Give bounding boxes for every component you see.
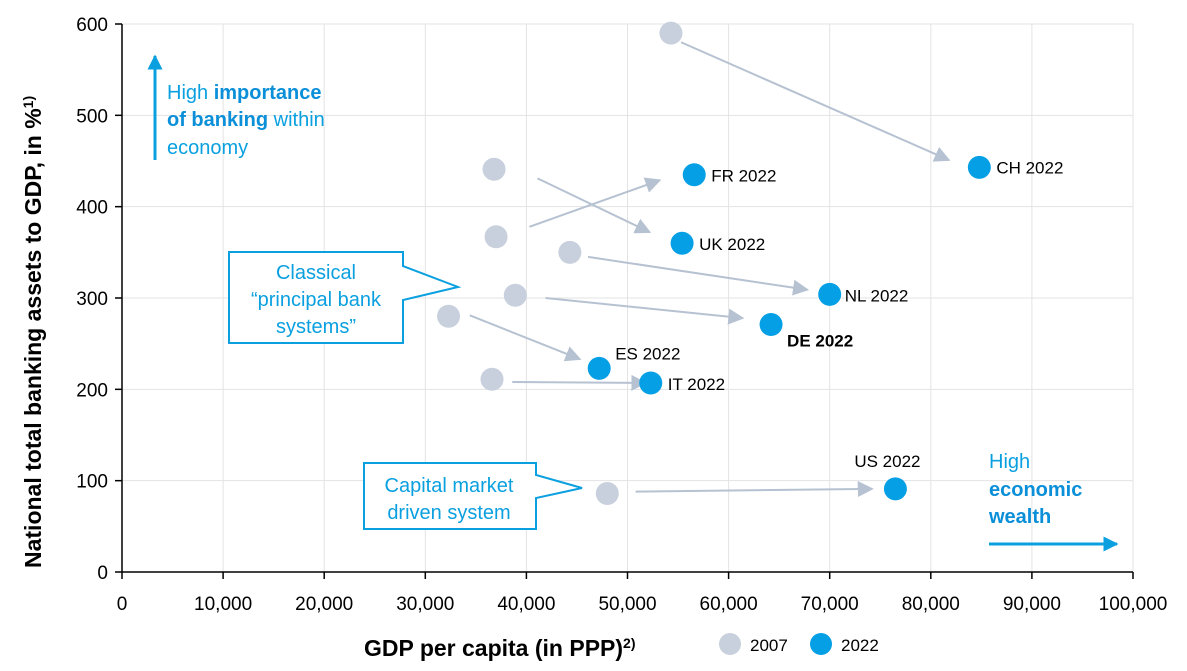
classical-callout: Classical “principal bank systems” (228, 251, 462, 344)
y-tick-label: 300 (76, 289, 108, 310)
change-arrow (680, 41, 951, 162)
legend-label-2022: 2022 (841, 636, 879, 655)
point-2007-uk (482, 157, 506, 181)
change-arrow (635, 481, 874, 498)
change-arrow (587, 255, 810, 296)
y-tick-label: 500 (76, 106, 108, 127)
wealth-line-3: wealth (988, 506, 1051, 528)
capital-market-callout: Capital market driven system (363, 462, 583, 530)
x-tick-label: 60,000 (700, 594, 758, 615)
change-arrows (469, 41, 951, 498)
x-tick-label: 30,000 (396, 594, 454, 615)
y-tick-label: 0 (97, 563, 108, 584)
legend-label-2007: 2007 (750, 636, 788, 655)
x-tick-label: 50,000 (598, 594, 656, 615)
point-label-de: DE 2022 (787, 331, 853, 350)
x-tick-label: 40,000 (497, 594, 555, 615)
x-tick-label: 80,000 (902, 594, 960, 615)
banking-importance-note: High importance of banking within econom… (147, 54, 325, 160)
points-2007 (437, 21, 683, 505)
change-arrow (512, 374, 648, 391)
capital-line-1: Capital market (385, 475, 514, 497)
x-tick-label: 90,000 (1003, 594, 1061, 615)
point-2007-fr (484, 225, 508, 249)
point-2007-it (480, 367, 504, 391)
point-2007-es (437, 304, 461, 328)
y-tick-label: 400 (76, 198, 108, 219)
banking-note-line-3: economy (167, 137, 248, 159)
legend-dot-2007 (719, 633, 741, 655)
point-label-uk: UK 2022 (699, 235, 765, 254)
point-2007-nl (558, 240, 582, 264)
x-tick-label: 100,000 (1099, 594, 1168, 615)
change-arrow (537, 177, 652, 234)
classical-line-3: systems” (276, 316, 356, 338)
economic-wealth-note: High economic wealth (988, 451, 1119, 552)
y-tick-label: 100 (76, 472, 108, 493)
point-2007-us (595, 481, 619, 505)
point-2007-de (503, 283, 527, 307)
point-2022-uk (670, 231, 694, 255)
point-2007-ch (659, 21, 683, 45)
point-label-fr: FR 2022 (711, 167, 776, 186)
wealth-line-2: economic (989, 479, 1082, 501)
legend-dot-2022 (810, 633, 832, 655)
point-2022-ch (967, 155, 991, 179)
grid-lines (122, 23, 1134, 572)
point-label-ch: CH 2022 (996, 158, 1063, 177)
point-2022-it (639, 371, 663, 395)
y-tick-label: 600 (76, 15, 108, 36)
point-label-es: ES 2022 (615, 344, 680, 363)
wealth-line-1: High (989, 451, 1030, 473)
change-arrow (529, 177, 662, 228)
y-tick-label: 200 (76, 380, 108, 401)
point-2022-fr (682, 163, 706, 187)
point-2022-es (587, 356, 611, 380)
x-tick-label: 20,000 (295, 594, 353, 615)
classical-line-2: “principal bank (251, 289, 382, 311)
banking-note-line-1: High importance (167, 82, 322, 104)
legend: 2007 2022 (719, 633, 879, 655)
points-2022 (587, 155, 991, 501)
change-arrow (469, 314, 582, 362)
point-label-us: US 2022 (854, 452, 920, 471)
change-arrow (545, 297, 745, 325)
point-labels: CH 2022 FR 2022 UK 2022 NL 2022 DE 2022 ES 20… (615, 158, 1063, 470)
point-2022-de (759, 312, 783, 336)
classical-line-1: Classical (276, 262, 356, 284)
banking-note-line-2: of banking within (167, 109, 325, 131)
x-tick-label: 0 (117, 594, 128, 615)
x-axis-title-sup: 2) (623, 635, 635, 651)
point-label-it: IT 2022 (668, 375, 725, 394)
x-tick-label: 10,000 (194, 594, 252, 615)
y-axis-title-sup: 1) (20, 96, 36, 108)
point-2022-us (883, 477, 907, 501)
y-ticks: 0 100 200 300 400 500 600 (76, 15, 122, 584)
x-tick-label: 70,000 (801, 594, 859, 615)
point-2022-nl (818, 282, 842, 306)
x-axis-title: GDP per capita (in PPP)2) (364, 635, 635, 661)
y-axis-title: National total banking assets to GDP, in… (20, 96, 46, 568)
point-label-nl: NL 2022 (845, 286, 909, 305)
capital-line-2: driven system (387, 502, 510, 524)
x-ticks: 0 10,000 20,000 30,000 40,000 50,000 60,000 70,… (117, 572, 1168, 615)
